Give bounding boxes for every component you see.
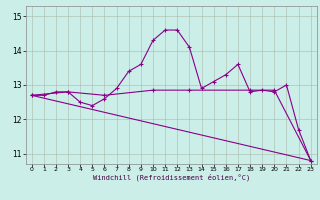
- X-axis label: Windchill (Refroidissement éolien,°C): Windchill (Refroidissement éolien,°C): [92, 174, 250, 181]
